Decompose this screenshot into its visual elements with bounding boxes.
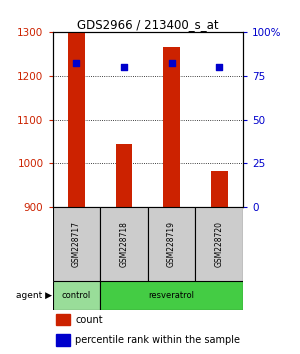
Text: count: count xyxy=(75,315,103,325)
Bar xyxy=(68,32,85,207)
Text: GSM228717: GSM228717 xyxy=(72,221,81,267)
Bar xyxy=(116,144,132,207)
Point xyxy=(217,64,222,70)
Bar xyxy=(56,314,70,325)
Point xyxy=(169,61,174,66)
Text: agent ▶: agent ▶ xyxy=(16,291,52,300)
Bar xyxy=(148,207,195,281)
Text: GSM228719: GSM228719 xyxy=(167,221,176,267)
Bar xyxy=(100,281,243,310)
Text: GSM228718: GSM228718 xyxy=(119,221,128,267)
Point xyxy=(74,61,79,66)
Bar xyxy=(52,281,100,310)
Bar xyxy=(211,171,227,207)
Text: control: control xyxy=(62,291,91,300)
Bar xyxy=(163,47,180,207)
Bar xyxy=(100,207,148,281)
Bar xyxy=(56,334,70,346)
Point xyxy=(122,64,126,70)
Text: GSM228720: GSM228720 xyxy=(215,221,224,267)
Text: resveratrol: resveratrol xyxy=(148,291,195,300)
Title: GDS2966 / 213400_s_at: GDS2966 / 213400_s_at xyxy=(77,18,219,31)
Bar xyxy=(52,207,100,281)
Bar xyxy=(195,207,243,281)
Text: percentile rank within the sample: percentile rank within the sample xyxy=(75,335,240,345)
